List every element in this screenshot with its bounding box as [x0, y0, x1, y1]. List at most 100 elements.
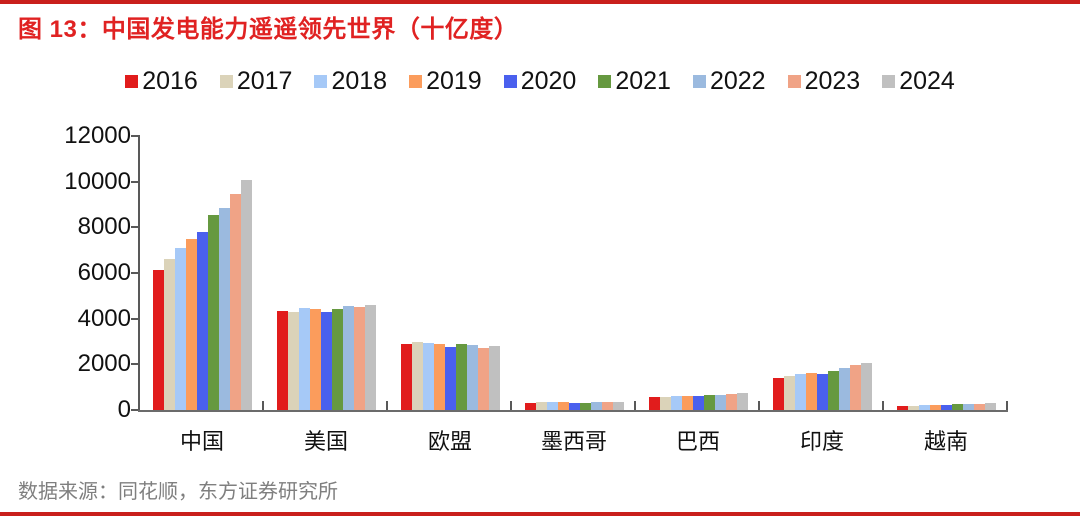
- x-axis-tick: [386, 401, 388, 410]
- y-axis-tick: [131, 226, 138, 229]
- bar-巴西-2020: [692, 396, 704, 410]
- bar-越南-2017: [907, 406, 919, 410]
- chart-legend: 2016 2017 2018 2019 2020 2021 2022 2023 2024: [0, 66, 1080, 96]
- bar-美国-2018: [298, 308, 310, 410]
- bar-印度-2017: [783, 376, 795, 410]
- bar-墨西哥-2020: [568, 403, 580, 410]
- x-axis-tick: [262, 401, 264, 410]
- y-axis-tick: [131, 409, 138, 411]
- x-axis-tick: [758, 401, 760, 410]
- bottom-rule: [0, 512, 1080, 516]
- bar-美国-2024: [364, 305, 376, 410]
- bar-中国-2020: [196, 232, 208, 410]
- bar-墨西哥-2017: [535, 402, 547, 410]
- legend-item-2019: 2019: [409, 66, 482, 96]
- legend-item-2017: 2017: [219, 66, 293, 96]
- legend-item-2023: 2023: [787, 66, 861, 96]
- bar-墨西哥-2018: [546, 402, 558, 410]
- legend-label: 2020: [520, 67, 577, 95]
- bar-越南-2024: [984, 403, 996, 410]
- bar-欧盟-2022: [466, 345, 478, 410]
- bar-美国-2023: [353, 307, 365, 410]
- bar-中国-2019: [185, 239, 197, 410]
- y-axis-label: 8000: [77, 213, 131, 241]
- bar-中国-2018: [174, 248, 186, 410]
- bar-印度-2024: [860, 363, 872, 410]
- bar-美国-2016: [276, 311, 288, 410]
- bar-美国-2022: [342, 306, 354, 410]
- bar-巴西-2016: [648, 397, 660, 410]
- bar-巴西-2023: [725, 394, 737, 410]
- bar-group-墨西哥: [512, 136, 636, 410]
- legend-swatch-icon: [314, 74, 328, 88]
- bar-越南-2018: [918, 405, 930, 410]
- source-note: 数据来源：同花顺，东方证券研究所: [18, 481, 338, 503]
- bar-欧盟-2017: [411, 342, 423, 410]
- bar-越南-2020: [940, 405, 952, 410]
- legend-swatch-icon: [692, 74, 706, 88]
- bar-越南-2022: [962, 404, 974, 410]
- x-axis-line: [138, 410, 1008, 412]
- x-axis-tick: [634, 401, 636, 410]
- legend-swatch-icon: [882, 74, 896, 88]
- bar-巴西-2022: [714, 395, 726, 410]
- bar-印度-2022: [838, 368, 850, 410]
- category-label-越南: 越南: [923, 429, 968, 454]
- bar-中国-2017: [163, 259, 175, 410]
- legend-item-2018: 2018: [314, 66, 387, 96]
- bar-巴西-2017: [659, 397, 671, 410]
- bar-欧盟-2016: [400, 344, 412, 410]
- legend-item-2020: 2020: [503, 66, 577, 96]
- bar-墨西哥-2016: [524, 403, 536, 410]
- y-axis-label: 0: [117, 396, 131, 423]
- bar-欧盟-2024: [488, 346, 500, 410]
- y-axis-tick: [131, 180, 138, 183]
- y-axis-tick: [131, 272, 138, 274]
- legend-label: 2019: [426, 67, 482, 95]
- legend-label: 2023: [804, 67, 861, 95]
- bar-group-美国: [264, 136, 388, 410]
- category-label-墨西哥: 墨西哥: [540, 429, 607, 454]
- legend-label: 2024: [899, 67, 955, 95]
- y-axis-tick: [131, 317, 138, 320]
- bar-巴西-2024: [736, 393, 748, 410]
- bar-巴西-2018: [670, 396, 682, 410]
- bar-中国-2021: [207, 215, 219, 410]
- bar-巴西-2019: [681, 396, 693, 410]
- legend-label: 2017: [236, 67, 293, 95]
- bar-中国-2023: [229, 194, 241, 410]
- bar-印度-2020: [816, 374, 828, 410]
- legend-label: 2022: [709, 67, 766, 95]
- bar-欧盟-2021: [455, 344, 467, 410]
- bar-越南-2023: [973, 404, 985, 410]
- bar-墨西哥-2019: [557, 402, 569, 410]
- bar-group-越南: [884, 136, 1008, 410]
- bar-印度-2019: [805, 373, 817, 410]
- bar-美国-2019: [309, 309, 321, 410]
- legend-swatch-icon: [503, 74, 517, 88]
- bar-group-中国: [140, 136, 264, 410]
- y-axis-label: 4000: [77, 304, 131, 332]
- bar-越南-2016: [896, 406, 908, 410]
- bar-越南-2019: [929, 405, 941, 410]
- y-axis-label: 6000: [77, 259, 131, 286]
- legend-item-2016: 2016: [125, 66, 198, 96]
- bar-印度-2018: [794, 374, 806, 410]
- y-axis-tick: [131, 363, 138, 366]
- bar-美国-2017: [287, 312, 299, 410]
- legend-label: 2016: [142, 67, 198, 95]
- x-axis-tick: [1006, 401, 1008, 410]
- category-label-美国: 美国: [303, 429, 348, 454]
- bar-欧盟-2020: [444, 347, 456, 410]
- legend-swatch-icon: [598, 74, 612, 88]
- figure-title: 图 13：中国发电能力遥遥领先世界（十亿度）: [18, 16, 519, 43]
- bar-印度-2021: [827, 371, 839, 410]
- bar-美国-2021: [331, 309, 343, 410]
- bar-group-巴西: [636, 136, 760, 410]
- bar-巴西-2021: [703, 395, 715, 410]
- legend-swatch-icon: [409, 74, 423, 88]
- bar-中国-2024: [240, 180, 252, 410]
- x-axis-tick: [138, 401, 140, 410]
- legend-label: 2021: [615, 67, 671, 95]
